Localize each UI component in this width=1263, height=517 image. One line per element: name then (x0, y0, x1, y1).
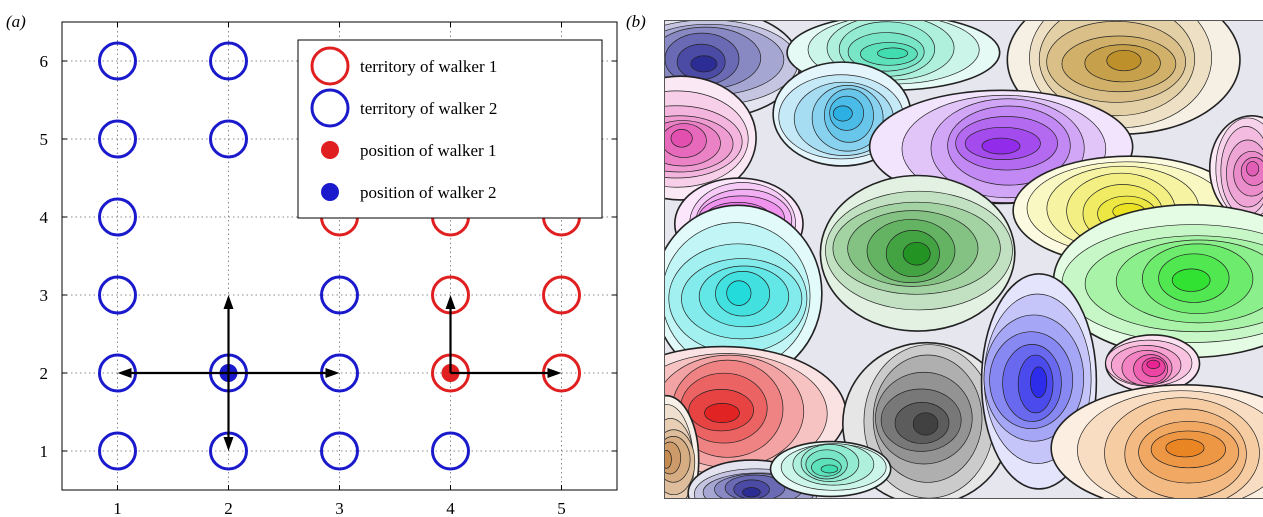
legend-label: territory of walker 1 (360, 57, 497, 76)
territory-walker2-marker (98, 275, 137, 315)
legend-marker (310, 88, 350, 128)
contour-level (1146, 359, 1161, 369)
territory-walker2-marker (98, 197, 137, 237)
legend-marker (321, 141, 339, 159)
contour-level (832, 105, 853, 122)
territory-walker2-marker (431, 431, 470, 471)
move-arrow (450, 368, 562, 378)
territory-region (665, 204, 823, 383)
y-tick-label: 2 (40, 364, 49, 383)
territory-region (1050, 384, 1263, 498)
move-arrow (117, 368, 229, 378)
move-arrow-head (223, 437, 234, 451)
legend-label: position of walker 2 (360, 183, 496, 202)
territory-region (769, 440, 892, 498)
legend-label: position of walker 1 (360, 141, 496, 160)
y-tick-label: 6 (40, 52, 49, 71)
x-tick-label: 1 (113, 499, 122, 517)
contour-level (1171, 268, 1211, 292)
move-arrow (228, 368, 340, 378)
contour-level (902, 241, 931, 266)
territory-walker2-marker (320, 275, 359, 315)
legend-label: territory of walker 2 (360, 99, 497, 118)
move-arrow-head (547, 368, 562, 378)
territory-walker2-marker (320, 431, 359, 471)
territory-walker2-marker (209, 119, 248, 159)
territory-walker2-marker (209, 41, 248, 81)
contour-level (1165, 438, 1205, 458)
panel-a-label: (a) (6, 12, 26, 31)
contour-level (742, 487, 761, 498)
legend-marker (310, 46, 350, 86)
x-tick-label: 4 (446, 499, 455, 517)
contour-level (1246, 161, 1260, 177)
x-tick-label: 3 (335, 499, 344, 517)
y-tick-label: 4 (40, 208, 49, 227)
contour-level (704, 403, 740, 423)
territory-walker2-marker (98, 119, 137, 159)
contour-level (1106, 49, 1142, 72)
contour-level (981, 137, 1021, 155)
x-tick-label: 2 (224, 499, 233, 517)
contour-level (877, 47, 909, 59)
x-tick-label: 5 (557, 499, 566, 517)
territory-region (819, 174, 1016, 332)
contour-level (726, 280, 752, 306)
move-arrow (445, 295, 456, 373)
y-tick-label: 5 (40, 130, 49, 149)
legend-marker (321, 183, 339, 201)
y-tick-label: 1 (40, 442, 49, 461)
territory-walker2-marker (98, 431, 137, 471)
territory-walker1-marker (542, 275, 581, 315)
move-arrow-head (325, 368, 340, 378)
panel-b-label: (b) (626, 12, 646, 31)
territory-region (1052, 203, 1263, 359)
contour-map-image (665, 21, 1263, 498)
territory-region (665, 394, 700, 498)
move-arrow-head (445, 295, 456, 309)
territory-walker2-marker (98, 41, 137, 81)
move-arrow (223, 373, 234, 451)
move-arrows (117, 295, 562, 451)
axis-ticks: 1 2 3 4 5 1 2 3 4 5 6 (40, 22, 617, 517)
contour-level (690, 55, 718, 73)
territory-region (1104, 334, 1201, 394)
legend: territory of walker 1 territory of walker… (297, 39, 603, 219)
move-arrow (223, 295, 234, 373)
contour-level (670, 128, 693, 148)
move-arrow-head (117, 368, 132, 378)
territory-region (665, 75, 757, 201)
territory-contour-map (664, 20, 1263, 499)
contour-level (912, 412, 939, 436)
contour-level (1030, 366, 1048, 398)
move-arrow-head (223, 295, 234, 309)
contour-level (665, 450, 672, 469)
y-tick-label: 3 (40, 286, 49, 305)
territory-region (665, 345, 847, 482)
contour-level (820, 464, 839, 474)
territory-region (868, 89, 1134, 205)
